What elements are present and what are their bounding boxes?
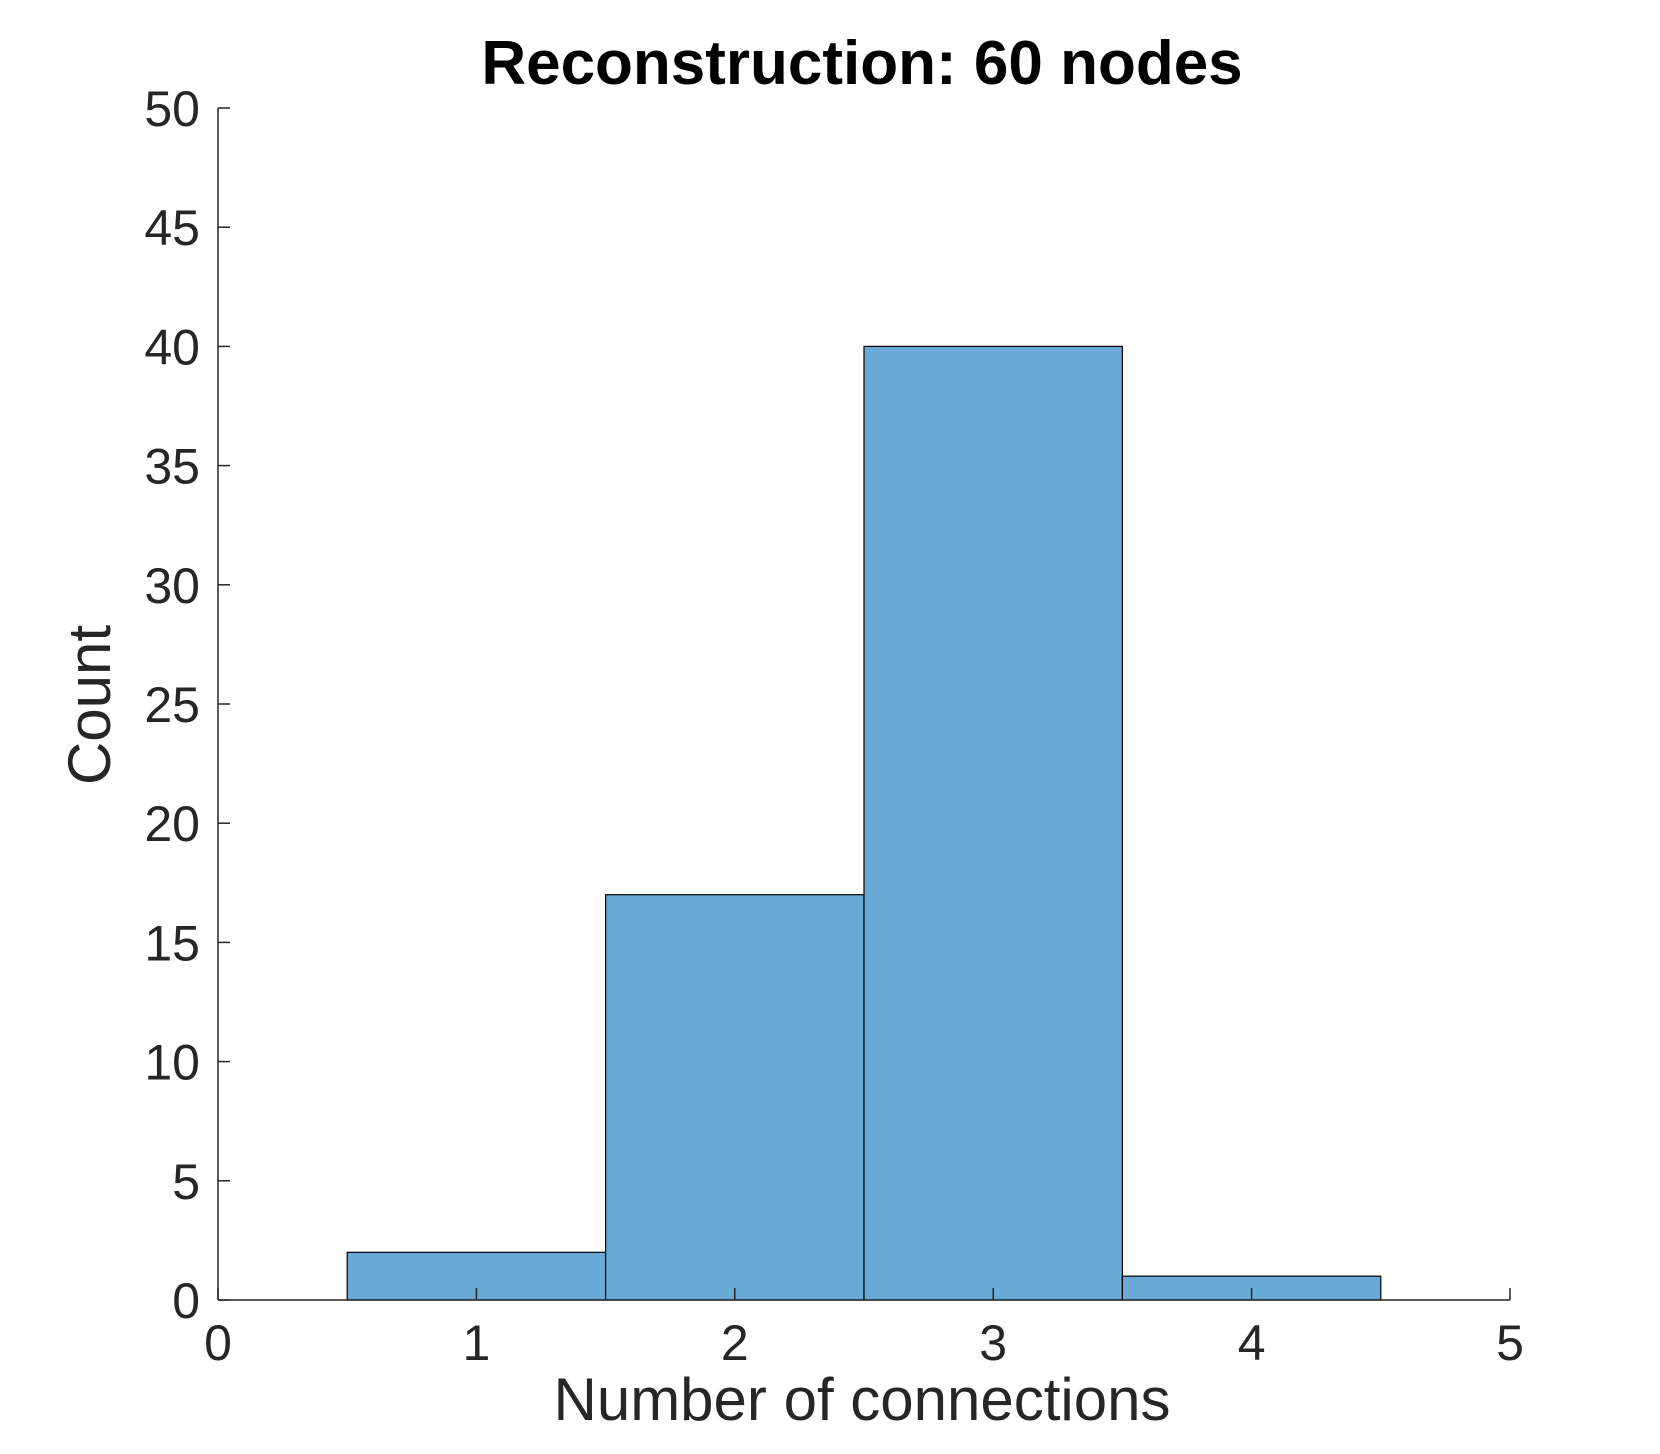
y-tick-label: 40 [144, 319, 200, 375]
x-tick-label: 2 [721, 1315, 749, 1371]
x-axis-label: Number of connections [554, 1366, 1171, 1433]
y-tick-label: 10 [144, 1035, 200, 1091]
y-ticks-group: 0 5 10 15 20 25 30 35 40 45 50 [144, 81, 230, 1329]
x-ticks-group: 0 1 2 3 4 5 [204, 1288, 1524, 1371]
y-tick-label: 15 [144, 915, 200, 971]
y-tick-label: 50 [144, 81, 200, 137]
y-tick-label: 45 [144, 200, 200, 256]
bar-2 [604, 894, 865, 1301]
y-tick-label: 5 [172, 1154, 200, 1210]
y-tick-label: 35 [144, 439, 200, 495]
y-tick-label: 25 [144, 677, 200, 733]
bar-3 [863, 345, 1123, 1301]
x-tick-label: 4 [1238, 1315, 1266, 1371]
x-tick-label: 0 [204, 1315, 232, 1371]
chart-title: Reconstruction: 60 nodes [481, 29, 1242, 98]
x-tick-label: 3 [979, 1315, 1007, 1371]
y-tick-label: 30 [144, 558, 200, 614]
x-tick-label: 1 [462, 1315, 490, 1371]
y-tick-label: 0 [172, 1273, 200, 1329]
bars-group [346, 345, 1382, 1301]
y-axis-label: Count [56, 625, 123, 785]
x-tick-label: 5 [1496, 1315, 1524, 1371]
y-tick-label: 20 [144, 796, 200, 852]
